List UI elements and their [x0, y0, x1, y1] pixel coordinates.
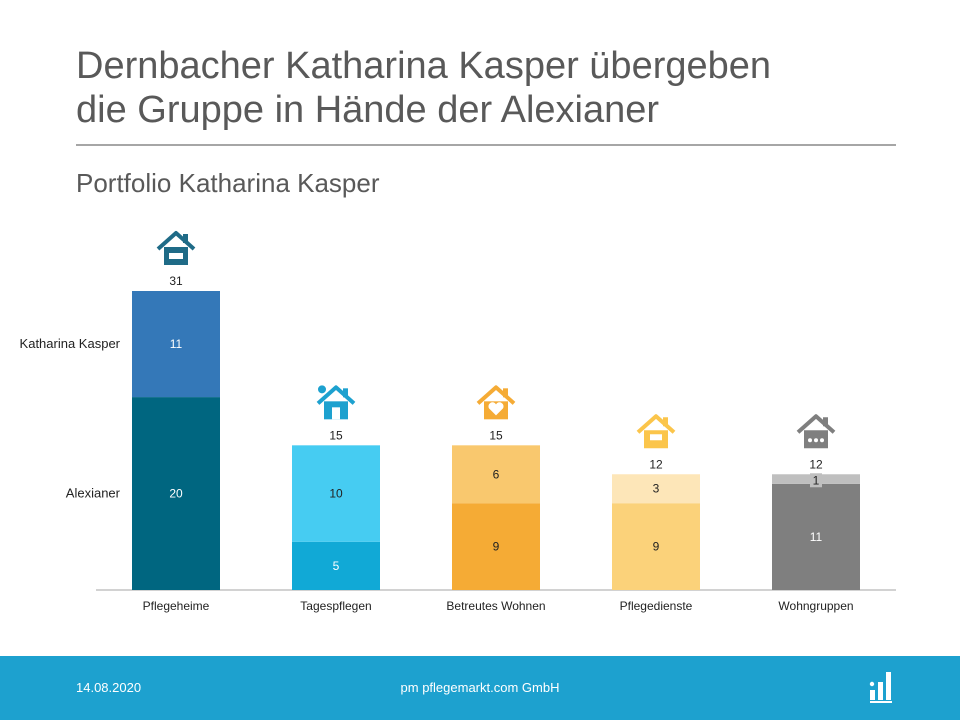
page-title: Dernbacher Katharina Kasper übergeben di… [76, 44, 896, 132]
data-label: 5 [333, 559, 340, 573]
chart-subtitle: Portfolio Katharina Kasper [76, 168, 380, 198]
total-label: 15 [329, 428, 343, 442]
pflegemarkt-logo-icon [869, 672, 892, 703]
stacked-bar-chart: 201131Pflegeheime51015Tagespflegen9615Be… [20, 231, 896, 613]
data-label: 20 [169, 487, 183, 501]
total-label: 12 [649, 457, 663, 471]
data-label: 11 [810, 530, 823, 544]
bar-katharina-kasper [132, 291, 220, 398]
title-line-2: die Gruppe in Hände der Alexianer [76, 89, 660, 131]
data-label: 11 [170, 337, 183, 351]
legend-label-katharina-kasper: Katharina Kasper [20, 336, 121, 351]
category-label: Betreutes Wohnen [446, 599, 545, 613]
footer-bar: 14.08.2020 pm pflegemarkt.com GmbH [0, 656, 960, 720]
data-label: 6 [493, 467, 500, 481]
bar-alexianer [292, 541, 380, 590]
small-segment-label-box [810, 473, 822, 488]
care-service-icon [636, 414, 676, 449]
data-label: 9 [493, 540, 500, 554]
bar-alexianer [132, 397, 220, 590]
day-care-icon [316, 385, 356, 420]
bar-alexianer [612, 503, 700, 590]
data-label: 3 [653, 482, 660, 496]
data-label: 1 [813, 473, 820, 487]
footer-company: pm pflegemarkt.com GmbH [400, 680, 560, 695]
bar-katharina-kasper [612, 474, 700, 504]
bar-katharina-kasper [292, 445, 380, 542]
legend-label-alexianer: Alexianer [66, 486, 121, 501]
category-label: Tagespflegen [300, 599, 371, 613]
footer-date: 14.08.2020 [76, 680, 142, 695]
category-label: Wohngruppen [778, 599, 853, 613]
title-line-1: Dernbacher Katharina Kasper übergeben [76, 45, 772, 87]
category-label: Pflegeheime [143, 599, 210, 613]
data-label: 9 [653, 540, 660, 554]
bar-alexianer [772, 483, 860, 590]
shared-housing-icon [796, 414, 836, 449]
total-label: 31 [169, 274, 183, 288]
total-label: 15 [489, 428, 503, 442]
total-label: 12 [809, 457, 823, 471]
bar-katharina-kasper [452, 445, 540, 504]
category-label: Pflegedienste [620, 599, 693, 613]
title-divider [76, 144, 896, 146]
bar-alexianer [452, 503, 540, 590]
nursing-home-icon [156, 231, 196, 265]
assisted-living-icon [476, 385, 516, 420]
data-label: 10 [329, 487, 343, 501]
